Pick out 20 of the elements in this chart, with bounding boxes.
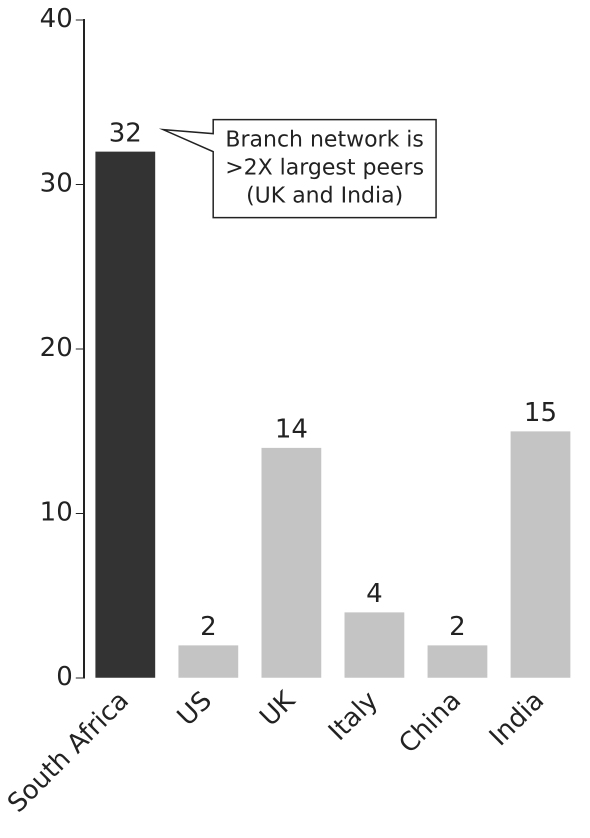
annotation: Branch network is >2X largest peers (UK and India) <box>225 127 424 208</box>
y-tick-label: 10 <box>40 497 73 528</box>
data-label: 15 <box>524 398 558 428</box>
x-tick-label: UK <box>254 685 302 733</box>
bar <box>261 448 322 678</box>
bar <box>178 645 238 678</box>
bar <box>344 612 404 678</box>
y-tick-label: 0 <box>56 662 73 692</box>
y-tick-label: 20 <box>40 332 73 363</box>
bar <box>95 152 156 678</box>
y-tick-label: 30 <box>40 168 73 198</box>
x-tick-label: US <box>172 686 218 732</box>
data-label: 14 <box>274 414 308 445</box>
y-tick-label: 40 <box>40 4 73 34</box>
data-label: 32 <box>108 118 142 148</box>
data-label: 2 <box>449 612 466 642</box>
bar <box>428 645 488 678</box>
data-label: 2 <box>200 612 217 642</box>
data-label: 4 <box>366 579 383 610</box>
bar <box>510 431 570 678</box>
